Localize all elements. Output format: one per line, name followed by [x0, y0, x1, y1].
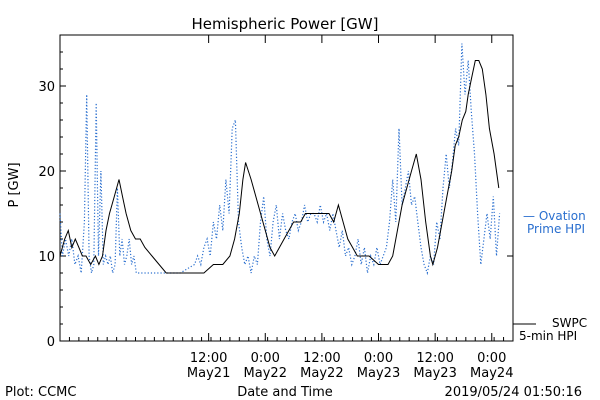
- plot-frame: [59, 34, 514, 342]
- x-tick-date: May21: [187, 366, 230, 381]
- x-tick-date: May23: [413, 366, 456, 381]
- legend-swpc-line2: 5-min HPI: [519, 329, 577, 343]
- y-tick-label: 30: [38, 80, 55, 95]
- y-axis-ticks: 0 10 20 30: [38, 34, 513, 350]
- series-lines: [59, 43, 501, 276]
- x-tick-time: 12:00: [190, 351, 227, 366]
- y-axis-label: P [GW]: [7, 162, 22, 207]
- chart-title: Hemispheric Power [GW]: [192, 15, 379, 33]
- y-tick-label: 10: [38, 250, 55, 265]
- series-line-swpc: [59, 60, 500, 274]
- legend-ovation-line2: Prime HPI: [527, 222, 585, 236]
- x-tick-time: 0:00: [251, 351, 280, 366]
- x-tick-time: 12:00: [416, 351, 453, 366]
- x-tick-date: May23: [357, 366, 400, 381]
- footer-plot-credit: Plot: CCMC: [5, 385, 76, 400]
- y-tick-label: 20: [38, 165, 55, 180]
- x-tick-time: 0:00: [364, 351, 393, 366]
- x-axis-ticks: 12:00May210:00May2212:00May220:00May2312…: [59, 35, 514, 381]
- x-tick-date: May22: [300, 366, 343, 381]
- footer-timestamp: 2019/05/24 01:50:16: [445, 385, 582, 400]
- x-tick-time: 0:00: [477, 351, 506, 366]
- x-axis-label: Date and Time: [237, 385, 333, 400]
- series-line-ovation-prime: [59, 43, 501, 276]
- x-tick-date: May24: [470, 366, 513, 381]
- y-tick-label: 0: [47, 335, 55, 350]
- x-tick-time: 12:00: [303, 351, 340, 366]
- x-tick-date: May22: [244, 366, 287, 381]
- legend-swpc-line1: SWPC: [552, 316, 587, 330]
- legend-ovation-line1: — Ovation: [523, 209, 586, 223]
